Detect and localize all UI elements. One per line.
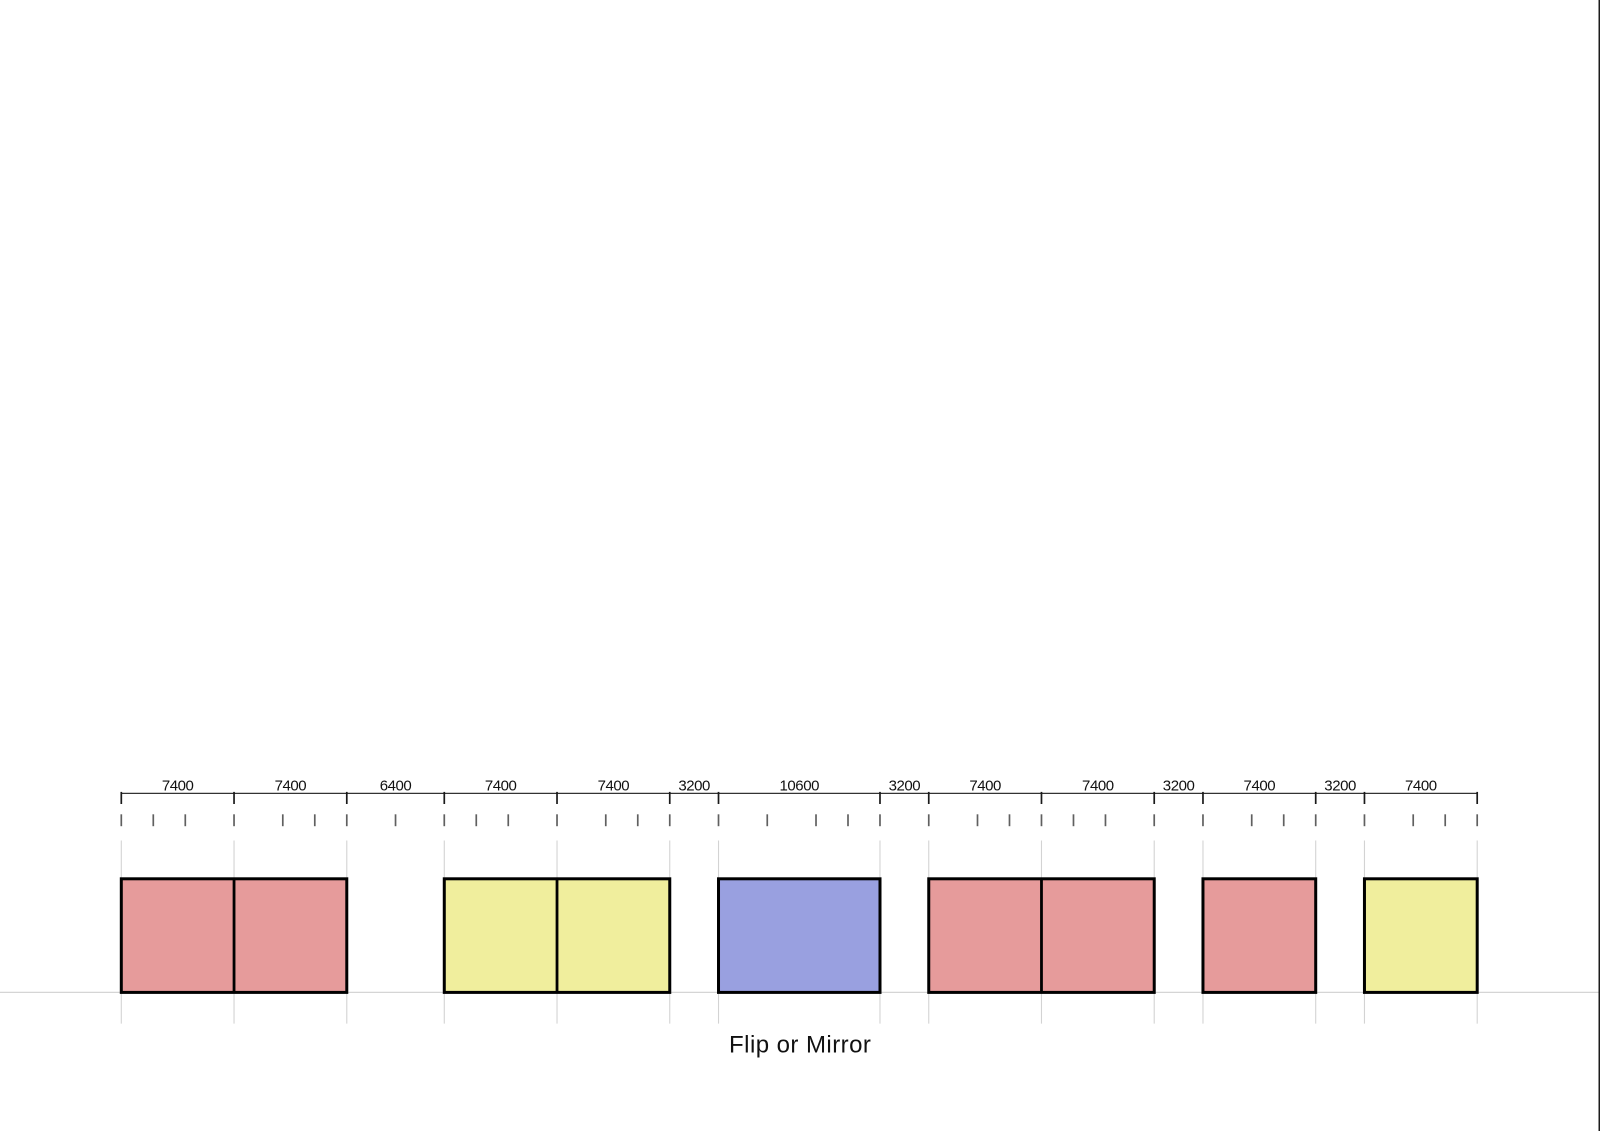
svg-text:3200: 3200 xyxy=(889,778,921,795)
svg-text:3200: 3200 xyxy=(1324,778,1356,795)
svg-text:7400: 7400 xyxy=(969,778,1001,795)
svg-text:7400: 7400 xyxy=(485,778,517,795)
svg-text:7400: 7400 xyxy=(275,778,307,795)
svg-text:7400: 7400 xyxy=(1405,778,1437,795)
svg-text:6400: 6400 xyxy=(380,778,412,795)
svg-text:7400: 7400 xyxy=(1082,778,1114,795)
svg-text:10600: 10600 xyxy=(780,778,820,795)
svg-text:7400: 7400 xyxy=(598,778,630,795)
svg-text:7400: 7400 xyxy=(1244,778,1276,795)
svg-text:7400: 7400 xyxy=(162,778,194,795)
svg-text:Flip or Mirror: Flip or Mirror xyxy=(729,1032,871,1059)
svg-text:3200: 3200 xyxy=(678,778,710,795)
svg-text:3200: 3200 xyxy=(1163,778,1195,795)
